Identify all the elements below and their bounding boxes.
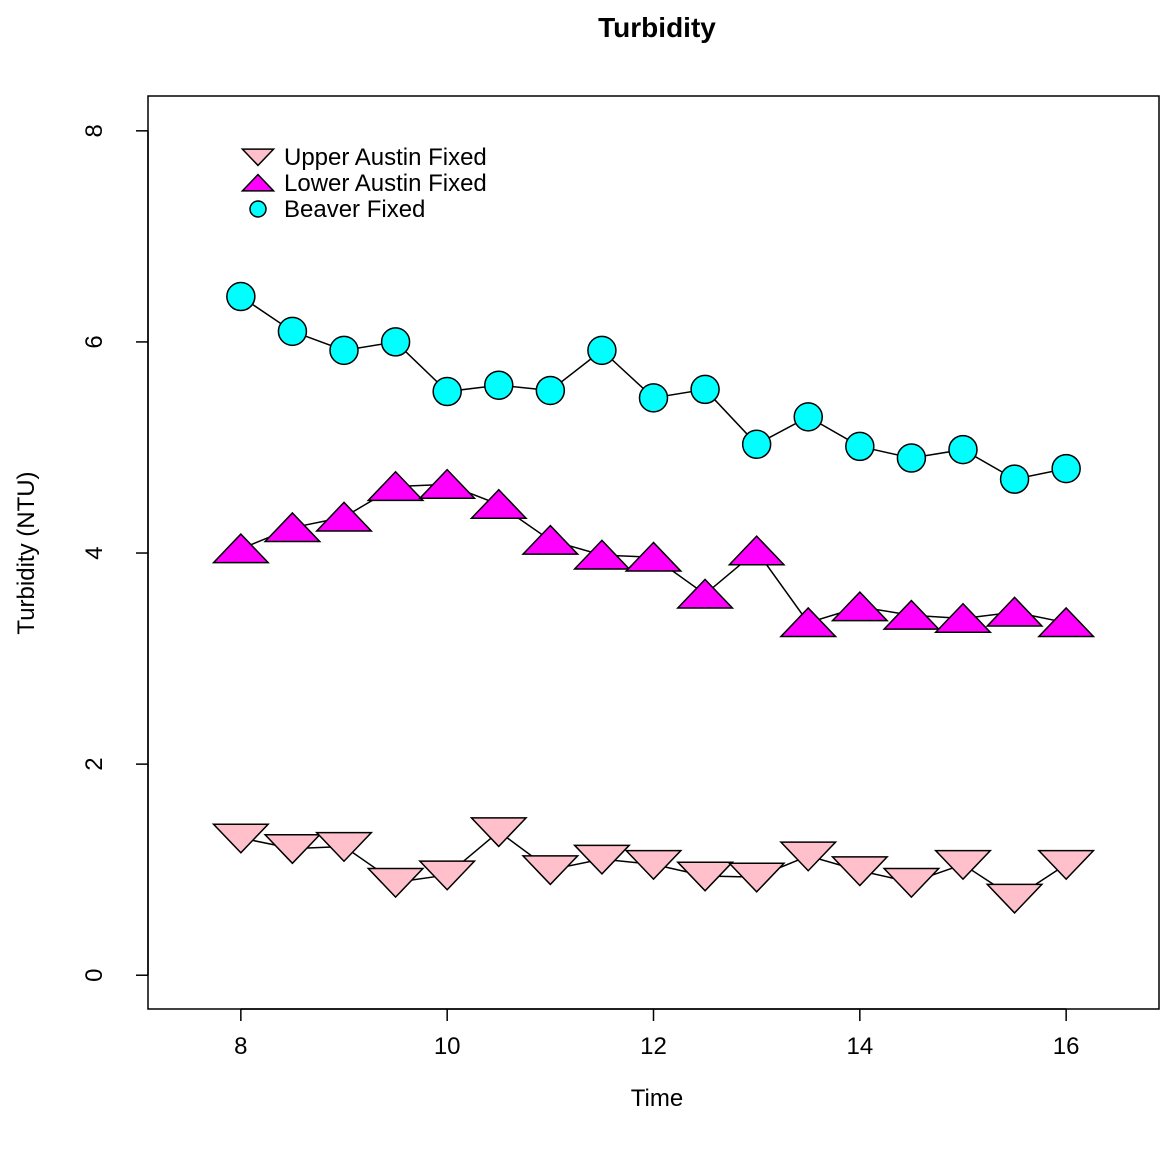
- legend-label: Lower Austin Fixed: [284, 170, 487, 197]
- data-point: [624, 849, 683, 881]
- legend-item: Upper Austin Fixed: [240, 144, 487, 171]
- x-tick-label: 8: [234, 1033, 247, 1060]
- data-point: [211, 532, 270, 564]
- data-point: [469, 817, 528, 848]
- legend-item: Lower Austin Fixed: [240, 170, 487, 197]
- data-point: [432, 376, 462, 407]
- data-point: [624, 541, 683, 572]
- data-point: [418, 860, 477, 891]
- data-point: [676, 578, 735, 609]
- axes: 8 10 12 14 16 0 2 4 6 8: [81, 124, 1080, 1060]
- data-point: [727, 535, 786, 566]
- legend-marker: [240, 148, 276, 167]
- series-1: [211, 817, 1096, 915]
- data-point: [587, 335, 617, 366]
- data-point: [263, 834, 322, 865]
- data-point: [484, 370, 514, 400]
- data-point: [727, 862, 786, 893]
- y-tick-label: 6: [81, 335, 108, 348]
- data-point: [638, 383, 669, 413]
- data-point: [572, 539, 631, 570]
- data-point: [690, 374, 720, 405]
- legend-marker: [240, 173, 276, 192]
- legend-label: Beaver Fixed: [284, 196, 425, 223]
- data-point: [882, 599, 941, 630]
- y-tick-label: 2: [81, 757, 108, 770]
- x-tick-label: 16: [1053, 1033, 1080, 1060]
- data-point: [779, 606, 838, 638]
- series-2: [211, 468, 1096, 638]
- data-point: [1051, 453, 1081, 484]
- data-point: [469, 488, 528, 520]
- series-layer: [211, 281, 1096, 915]
- data-point: [676, 861, 735, 892]
- y-axis-label: Turbidity (NTU): [13, 471, 40, 634]
- legend-item: Beaver Fixed: [249, 196, 425, 223]
- data-point: [896, 443, 927, 473]
- data-point: [366, 470, 425, 502]
- data-point: [830, 591, 889, 622]
- data-point: [985, 596, 1044, 627]
- data-point: [1037, 849, 1096, 881]
- data-point: [329, 335, 359, 366]
- x-axis-label: Time: [631, 1085, 683, 1112]
- data-point: [366, 867, 425, 899]
- data-point: [948, 434, 978, 465]
- data-point: [380, 327, 411, 357]
- data-point: [999, 464, 1030, 494]
- x-tick-label: 10: [434, 1033, 461, 1060]
- data-point: [314, 831, 374, 863]
- data-point: [933, 849, 993, 881]
- data-point: [882, 867, 941, 899]
- data-point: [830, 856, 889, 887]
- data-point: [418, 468, 477, 499]
- data-point: [314, 501, 374, 532]
- y-tick-label: 8: [81, 124, 108, 137]
- legend-label: Upper Austin Fixed: [284, 144, 487, 171]
- data-point: [226, 281, 256, 312]
- data-point: [263, 511, 322, 543]
- data-point: [793, 402, 823, 432]
- data-point: [779, 841, 838, 872]
- data-point: [933, 602, 993, 634]
- chart-title: Turbidity: [598, 12, 716, 43]
- data-point: [985, 883, 1044, 915]
- x-tick-label: 14: [846, 1033, 873, 1060]
- data-point: [741, 429, 772, 460]
- data-point: [1037, 606, 1096, 638]
- data-point: [277, 316, 308, 347]
- data-point: [845, 431, 875, 462]
- data-point: [521, 855, 580, 886]
- y-tick-label: 4: [81, 546, 108, 559]
- legend-marker: [249, 200, 267, 218]
- data-point: [535, 375, 566, 406]
- data-point: [572, 844, 631, 875]
- x-tick-label: 12: [640, 1033, 667, 1060]
- data-point: [521, 524, 580, 555]
- series-3: [226, 281, 1081, 494]
- y-tick-label: 0: [81, 969, 108, 982]
- data-point: [211, 823, 270, 854]
